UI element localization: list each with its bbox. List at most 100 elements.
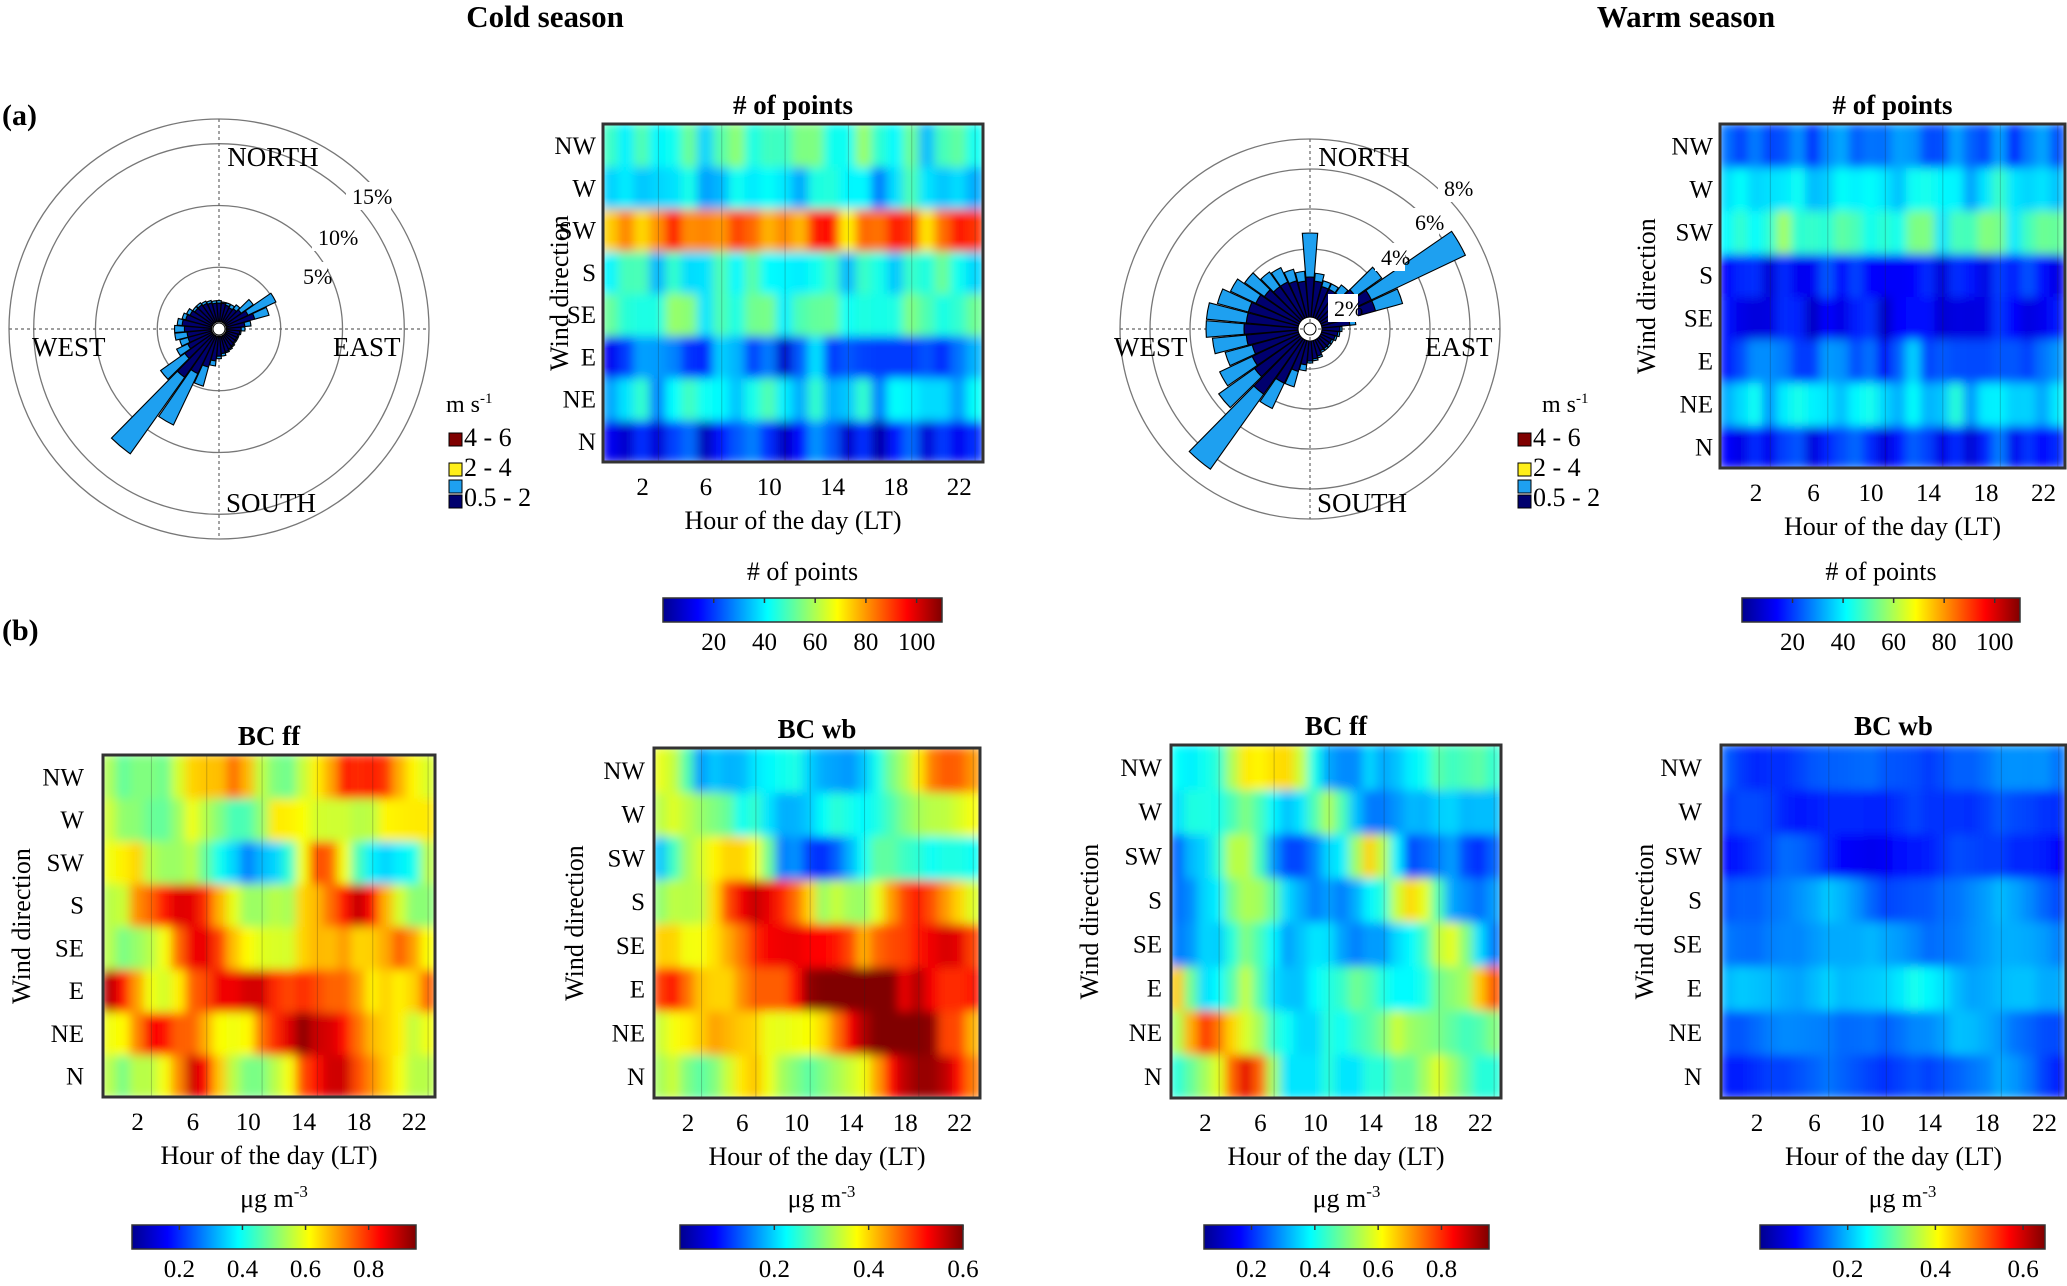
heatmap-cell [1905,166,1923,211]
heatmap-cell [2050,745,2066,791]
heatmap-cell [856,878,873,924]
heatmap-cell [807,376,826,421]
heatmap-cell [1721,876,1737,923]
heatmap-cell [1834,424,1851,468]
heatmap-cell [1849,832,1866,879]
heatmap-cell [720,790,737,837]
rose-bar-300-2-4 [1229,278,1262,304]
colorbar-tick-label: 0.2 [1236,1256,1267,1283]
heatmap-cell [157,1053,174,1097]
heatmap-title: BC ff [1305,711,1368,741]
heatmap-cell [2020,381,2038,426]
heatmap-cell [1905,381,1923,426]
heatmap-cell [680,834,696,881]
heatmap-cell [2021,788,2039,835]
heatmap-cell [1417,876,1434,923]
heatmap-cell [1877,252,1894,297]
heatmap-cell [1403,788,1420,835]
heatmap-cell [1921,964,1938,1011]
heatmap-cell [775,790,791,837]
heatmap-cell [1417,788,1434,835]
heatmap-cell [1171,788,1186,835]
heatmap-cell [1225,745,1241,791]
y-axis-label: Wind direction [560,845,589,1001]
heatmap-cell [1862,338,1880,383]
x-tick-label: 18 [893,1110,918,1137]
x-tick-label: 22 [1468,1110,1493,1137]
heatmap-cell [1362,1008,1379,1055]
heatmap-cell [1906,876,1924,923]
compass-west: WEST [1114,332,1188,362]
heatmap-cell [938,1053,954,1098]
heatmap-cell [1892,1052,1909,1098]
legend-swatch-2-4 [448,462,463,477]
heatmap-cell [1849,788,1866,835]
heatmap-cell [792,376,810,421]
heatmap-cell [240,1053,257,1097]
rose-ring [1189,208,1431,450]
heatmap-cell [309,967,326,1013]
heatmap-cell [775,1009,791,1056]
heatmap-cell [744,124,763,168]
heatmap-cell [143,755,160,799]
rose-bar-210-2-4 [157,368,199,426]
heatmap-cell [2021,1052,2039,1098]
heatmap-cell [843,878,859,924]
heatmap-cell [843,748,859,793]
heatmap-cell [792,165,810,210]
heatmap-cell [1963,209,1980,254]
heatmap-cell [1307,745,1324,791]
heatmap-cell [1403,1008,1420,1055]
heatmap-cell [1348,832,1365,879]
heatmap-cell [1762,424,1779,468]
heatmap-cell [839,376,858,421]
heatmap-cell [129,925,146,970]
x-tick-label: 6 [1807,480,1820,507]
heatmap-cell [966,249,983,294]
heatmap-cell [2036,964,2053,1011]
heatmap-cell [1225,876,1241,923]
heatmap-cell [617,165,636,210]
heatmap-cell [1949,209,1966,254]
heatmap-cell [364,839,381,885]
heatmap-cell [950,165,969,210]
heatmap-cell [761,834,778,881]
heatmap-cell [364,1010,381,1056]
heatmap-cell [1252,876,1269,923]
heatmap-cell [870,834,886,881]
heatmap-cell [823,207,842,252]
heatmap-cell [1472,832,1489,879]
heatmap-cell [1762,338,1779,383]
rose-bar-200-2-4 [1284,368,1299,388]
heatmap-cell [1849,1052,1866,1098]
heatmap-cell [934,165,953,210]
heatmap-cell [938,1009,954,1056]
heatmap-cell [1849,745,1866,791]
heatmap-cell [1376,920,1392,967]
heatmap-cell [666,1053,683,1098]
heatmap-cell [1734,1052,1751,1098]
heatmap-cell [902,124,921,168]
heatmap-cell [115,1010,132,1056]
heatmap-cell [1863,832,1881,879]
heatmap-cell [1293,832,1310,879]
heatmap-cell [1472,1052,1489,1098]
heatmap-cell [728,249,747,294]
heatmap-cell [776,165,794,210]
heatmap-cell [788,965,805,1012]
rose-bar-340-2-4 [205,299,213,306]
heatmap-cell [938,790,954,837]
heatmap-cell [198,839,215,885]
heatmap-cell [681,292,699,337]
heatmap-cell [1835,1052,1852,1098]
heatmap-cell [950,207,969,252]
heatmap-cell [185,839,201,885]
heatmap-cell [1921,745,1938,791]
heatmap-cell [240,882,257,927]
heatmap-cell [1820,920,1837,967]
rose-bar-280-2-4 [176,317,184,327]
colorbar-tick-label: 0.6 [947,1256,978,1283]
colorbar-label: # of points [1825,557,1936,586]
heatmap-cell [1978,745,1996,791]
colorbar-tick-label: 0.2 [759,1256,790,1283]
